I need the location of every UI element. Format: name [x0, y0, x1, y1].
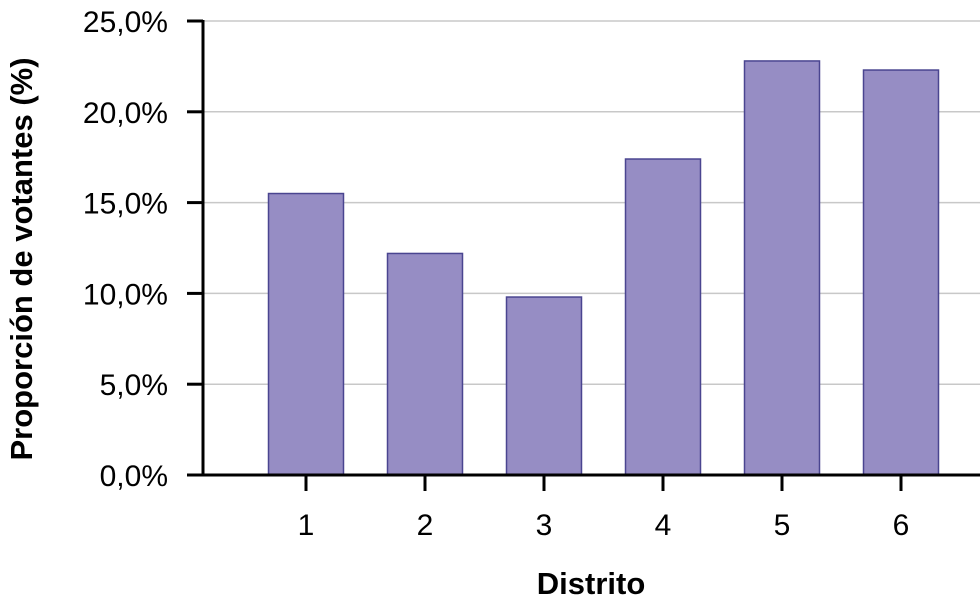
- bar: [505, 296, 583, 476]
- bar: [743, 60, 821, 476]
- x-tick-label: 3: [536, 509, 553, 542]
- bar: [267, 192, 345, 476]
- y-tick-label: 25,0%: [83, 6, 168, 39]
- y-tick-label: 15,0%: [83, 188, 168, 221]
- x-tick-label: 6: [893, 509, 910, 542]
- bars: [267, 60, 940, 476]
- x-tick-label: 1: [298, 509, 315, 542]
- y-axis-title: Proporción de votantes (%): [4, 57, 39, 460]
- axes: [187, 19, 980, 491]
- y-tick-label: 20,0%: [83, 97, 168, 130]
- bar: [386, 252, 464, 476]
- x-tick-label: 5: [774, 509, 791, 542]
- x-tick-labels: 1 2 3 4 5 6: [298, 509, 910, 542]
- x-tick-label: 4: [655, 509, 672, 542]
- y-tick-label: 10,0%: [83, 278, 168, 311]
- bar: [624, 158, 702, 476]
- y-tick-label: 5,0%: [100, 369, 168, 402]
- x-tick-label: 2: [417, 509, 434, 542]
- x-axis-title: Distrito: [537, 566, 646, 601]
- bar: [862, 69, 940, 476]
- y-tick-labels: 0,0% 5,0% 10,0% 15,0% 20,0% 25,0%: [83, 6, 168, 493]
- y-tick-label: 0,0%: [100, 460, 168, 493]
